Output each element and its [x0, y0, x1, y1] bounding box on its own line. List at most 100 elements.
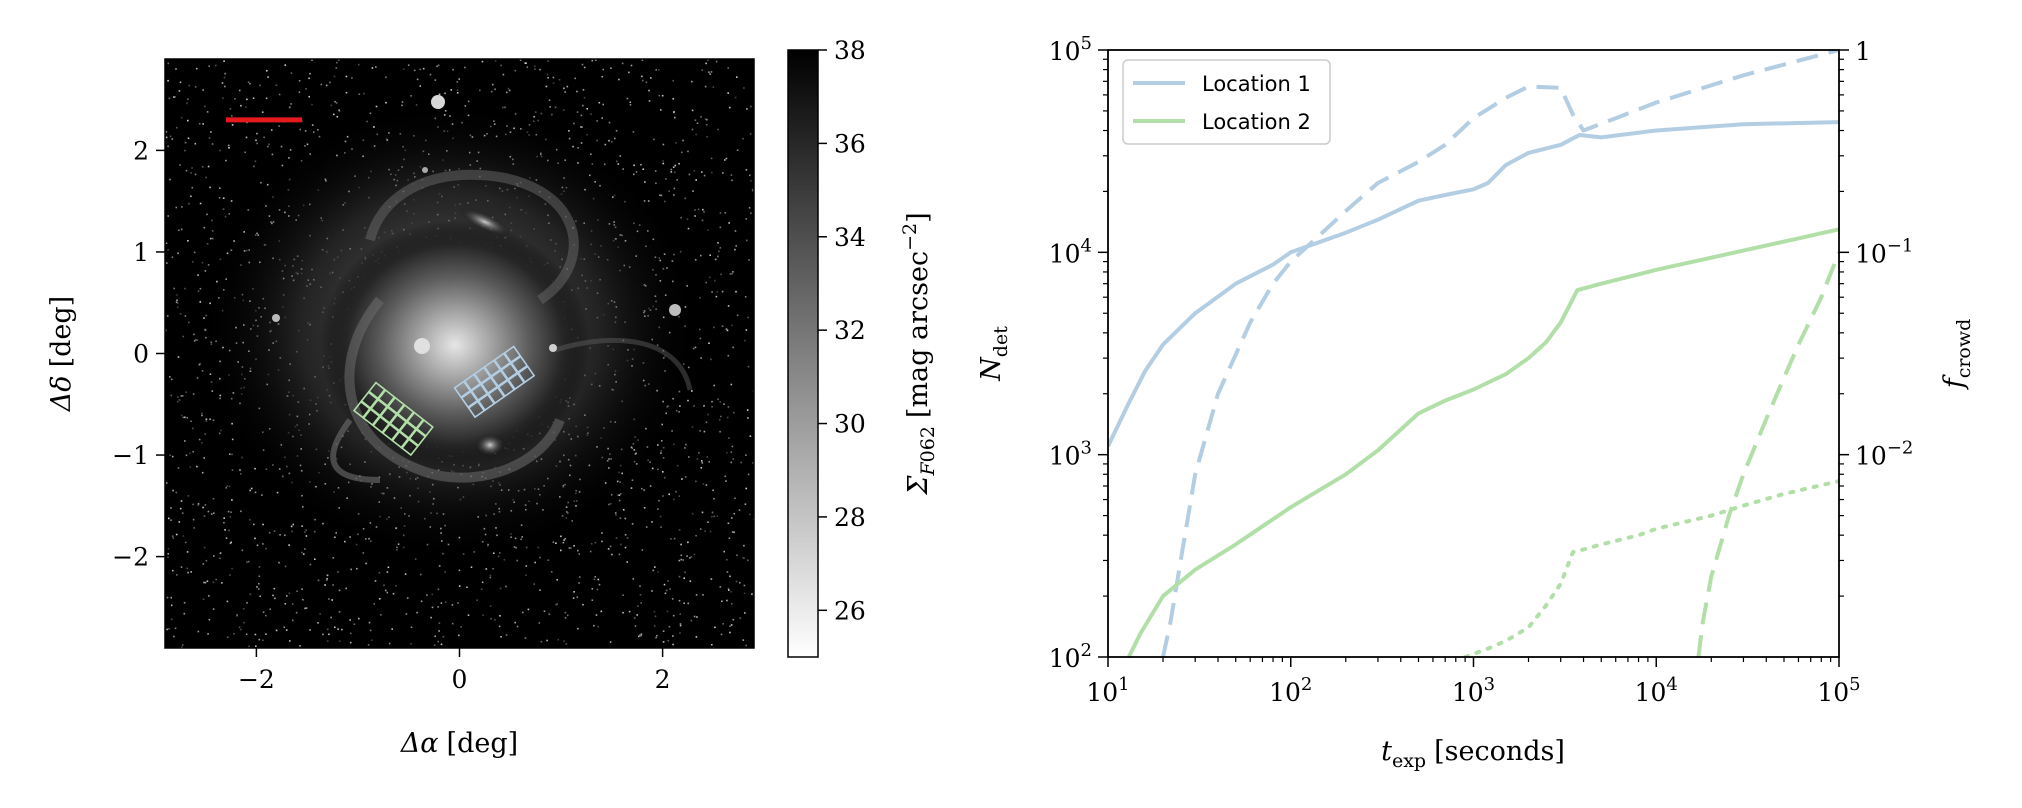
noise-speck: [333, 75, 336, 78]
noise-speck: [672, 98, 675, 100]
noise-speck: [596, 139, 598, 142]
noise-speck: [401, 101, 404, 103]
noise-speck: [533, 583, 535, 585]
noise-speck: [601, 540, 603, 543]
noise-speck: [572, 597, 575, 599]
noise-speck: [696, 458, 699, 460]
noise-speck: [695, 534, 697, 537]
noise-speck: [422, 67, 425, 70]
noise-speck: [410, 643, 412, 645]
noise-speck: [434, 79, 437, 81]
noise-speck: [290, 72, 293, 74]
noise-speck: [728, 437, 730, 439]
noise-speck: [239, 469, 241, 471]
noise-speck: [219, 552, 222, 554]
noise-speck: [192, 393, 195, 395]
noise-speck: [711, 291, 713, 293]
noise-speck: [652, 569, 655, 572]
noise-speck: [184, 440, 186, 442]
noise-speck: [265, 97, 268, 100]
noise-speck: [305, 535, 308, 537]
noise-speck: [224, 85, 226, 88]
noise-speck: [676, 179, 678, 181]
noise-speck: [197, 630, 200, 633]
noise-speck: [618, 553, 621, 556]
noise-speck: [170, 394, 173, 397]
noise-speck: [325, 579, 328, 581]
noise-speck: [713, 515, 716, 518]
noise-speck: [560, 549, 562, 552]
noise-speck: [458, 78, 460, 80]
noise-speck: [657, 571, 659, 573]
noise-speck: [228, 485, 231, 488]
noise-speck: [222, 197, 225, 199]
noise-speck: [492, 567, 494, 570]
noise-speck: [747, 417, 749, 419]
noise-speck: [702, 208, 704, 211]
noise-speck: [626, 97, 629, 100]
noise-speck: [730, 591, 732, 593]
noise-speck: [187, 495, 190, 497]
noise-speck: [568, 547, 571, 549]
noise-speck: [650, 77, 652, 79]
noise-speck: [436, 65, 438, 68]
noise-speck: [191, 186, 194, 189]
noise-speck: [215, 578, 217, 581]
noise-speck: [732, 346, 734, 349]
noise-speck: [562, 109, 565, 111]
noise-speck: [298, 91, 301, 93]
noise-speck: [700, 467, 703, 469]
noise-speck: [311, 103, 313, 106]
noise-speck: [618, 78, 620, 81]
noise-speck: [263, 136, 265, 139]
noise-speck: [622, 611, 624, 614]
noise-speck: [337, 628, 339, 630]
noise-speck: [288, 106, 291, 109]
noise-speck: [231, 124, 234, 126]
noise-speck: [651, 467, 654, 470]
noise-speck: [286, 595, 288, 597]
noise-speck: [391, 628, 393, 630]
noise-speck: [678, 575, 681, 578]
noise-speck: [181, 512, 184, 514]
noise-speck: [358, 93, 361, 95]
noise-speck: [743, 87, 745, 89]
noise-speck: [180, 566, 183, 568]
noise-speck: [622, 594, 624, 596]
noise-speck: [691, 390, 693, 392]
noise-speck: [629, 101, 632, 103]
noise-speck: [582, 603, 584, 606]
noise-speck: [747, 316, 749, 319]
noise-speck: [687, 541, 689, 544]
noise-speck: [556, 603, 558, 605]
noise-speck: [743, 592, 746, 595]
noise-speck: [204, 270, 207, 272]
x-tick-label: 103: [1452, 674, 1495, 707]
noise-speck: [654, 566, 656, 568]
noise-speck: [719, 430, 721, 433]
noise-speck: [674, 116, 676, 119]
colorbar-gradient: [787, 49, 819, 658]
noise-speck: [460, 626, 462, 628]
left-y-ticks: −2 −1 0 1 2: [112, 136, 165, 572]
noise-speck: [684, 476, 687, 478]
noise-speck: [713, 326, 715, 329]
noise-speck: [416, 611, 418, 614]
noise-speck: [440, 643, 443, 646]
noise-speck: [437, 64, 440, 67]
noise-speck: [643, 489, 645, 491]
noise-speck: [226, 485, 228, 487]
noise-speck: [660, 526, 662, 528]
noise-speck: [564, 611, 567, 614]
noise-speck: [337, 571, 339, 573]
noise-speck: [742, 137, 744, 140]
noise-speck: [598, 583, 601, 586]
noise-speck: [628, 610, 631, 613]
noise-speck: [494, 60, 497, 62]
noise-speck: [190, 420, 192, 423]
x-tick-label: 105: [1817, 674, 1860, 707]
noise-speck: [404, 573, 407, 575]
noise-speck: [193, 251, 196, 254]
noise-speck: [576, 111, 579, 113]
noise-speck: [687, 399, 689, 402]
